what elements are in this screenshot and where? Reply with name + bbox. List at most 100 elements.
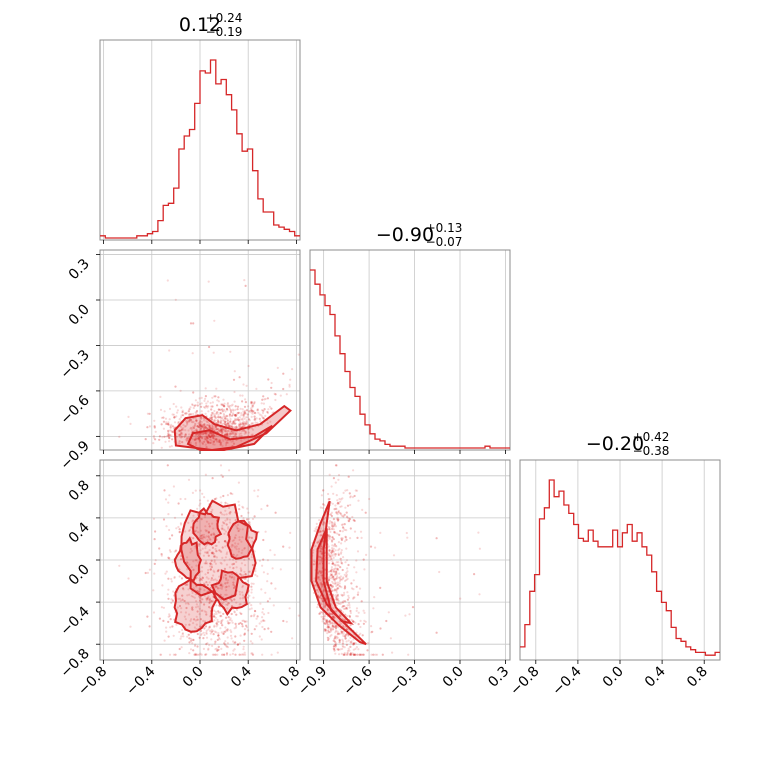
panel-1-2-point-690 <box>170 429 173 432</box>
panel-1-3-point-1890 <box>207 628 210 631</box>
panel-1-3-point-1420 <box>239 572 242 576</box>
panel-1-3-point-330 <box>199 529 203 532</box>
panel-2-3-point-1984 <box>331 502 334 505</box>
panel-1-2-point-2180 <box>211 434 214 438</box>
panel-1-3-point-918 <box>235 566 238 569</box>
panel-1-3-point-2240 <box>203 627 206 630</box>
panel-1-2-point-2426 <box>200 416 203 419</box>
panel-1-2-point-452 <box>210 428 213 431</box>
panel-1-3-point-1334 <box>208 626 211 629</box>
panel-1-3-point-2298 <box>153 562 156 566</box>
panel-1-3-point-600 <box>285 620 288 623</box>
panel-1-2-point-92 <box>190 427 193 430</box>
panel-1-2-point-1490 <box>226 432 229 435</box>
panel-1-2-point-2036 <box>220 428 223 431</box>
panel-1-3-point-1068 <box>153 538 156 541</box>
panel-1-3-point-1962 <box>171 561 174 564</box>
panel-2-3-point-1808 <box>321 611 324 614</box>
panel-1-2-point-1194 <box>282 372 285 375</box>
panel-1-2-point-56 <box>242 415 245 418</box>
panel-1-3-point-576 <box>184 623 187 626</box>
panel-1-2-point-232 <box>220 428 223 431</box>
panel-1-2-point-1280 <box>195 409 199 413</box>
panel-1-2-point-1856 <box>184 438 187 441</box>
panel-1-3-point-1844 <box>199 502 202 505</box>
panel-1-2-point-1732 <box>240 412 243 415</box>
panel-1-2-point-1852 <box>172 413 175 416</box>
panel-1-2-point-182 <box>210 427 213 430</box>
panel-1-3-point-288 <box>164 572 167 575</box>
panel-1-3-point-40 <box>219 561 222 564</box>
panel-1-2-point-594 <box>247 431 250 434</box>
panel-1-2-point-1766 <box>179 416 183 419</box>
panel-1-2-point-2346 <box>267 378 270 381</box>
panel-1-3-point-252 <box>192 568 195 571</box>
panel-2-3-point-2178 <box>349 652 352 655</box>
panel-1-3-point-1356 <box>248 570 251 573</box>
panel-2-3-point-2300 <box>332 578 335 581</box>
panel-1-3-point-398 <box>216 618 219 621</box>
panel-1-3-point-778 <box>211 508 214 511</box>
panel-2-3-point-834 <box>336 575 339 578</box>
panel-1-3-point-256 <box>267 611 270 615</box>
panel-1-2-point-1364 <box>167 434 170 437</box>
panel-1-2-point-1090 <box>224 417 227 420</box>
title-param-3-minus: −0.38 <box>633 444 670 458</box>
panel-2-3-point-2486 <box>331 589 334 592</box>
panel-1-2-point-1676 <box>201 425 204 428</box>
panel-1-3-point-24 <box>230 543 234 547</box>
panel-1-3-point-446 <box>195 603 198 606</box>
panel-1-2-point-1432 <box>235 418 238 421</box>
panel-1-3-point-1134 <box>225 652 229 655</box>
panel-1-3-point-16 <box>250 556 253 559</box>
panel-1-3-point-1954 <box>202 631 205 634</box>
panel-1-2-point-524 <box>238 432 241 435</box>
panel-1-2-point-2336 <box>270 386 273 389</box>
panel-1-3-point-1086 <box>211 546 214 549</box>
panel-1-3-point-378 <box>204 525 207 528</box>
panel-1-2-point-2510 <box>196 425 199 428</box>
panel-1-3-point-800 <box>250 604 253 607</box>
panel-1-3-point-1146 <box>248 536 251 539</box>
panel-1-2-point-1874 <box>197 422 200 425</box>
panel-1-2-point-76 <box>226 422 229 425</box>
panel-1-3-point-188 <box>192 622 195 625</box>
panel-1-3-point-842 <box>207 530 210 534</box>
panel-1-2-point-2374 <box>212 434 215 437</box>
panel-1-2-point-2548 <box>234 405 237 408</box>
panel-1-2-point-2570 <box>193 426 196 429</box>
panel-1-2-point-666 <box>219 430 222 433</box>
panel-1-3-point-318 <box>238 642 241 645</box>
panel-1-2-point-450 <box>178 435 182 438</box>
panel-1-3-point-2000 <box>231 621 234 624</box>
panel-1-2-point-2512 <box>171 425 174 428</box>
panel-1-3-point-244 <box>206 596 209 599</box>
panel-1-2-point-2428 <box>193 438 196 441</box>
panel-1-3-point-792 <box>204 515 207 519</box>
panel-1-3-point-928 <box>169 626 172 629</box>
panel-2-3-point-686 <box>316 606 319 609</box>
panel-1-3-point-258 <box>199 596 202 600</box>
panel-1-3-point-1730 <box>196 507 199 510</box>
panel-1-2-point-1134 <box>225 408 229 411</box>
panel-1-3-point-768 <box>206 529 209 532</box>
panel-1-3-point-590 <box>242 653 245 656</box>
panel-1-2-point-2158 <box>148 412 151 415</box>
panel-1-2-point-1968 <box>215 410 219 414</box>
panel-2-3-point-440 <box>342 642 345 645</box>
panel-1-2-point-1552 <box>262 417 265 420</box>
panel-1-3-point-1522 <box>221 546 224 549</box>
panel-1-2-point-1410 <box>219 415 222 419</box>
panel-1-3-point-574 <box>167 501 170 504</box>
panel-1-2-point-2574 <box>270 407 273 410</box>
panel-1-2-point-1374 <box>237 418 240 421</box>
panel-2-3-point-264 <box>319 506 322 509</box>
panel-1-3-point-1398 <box>168 537 171 540</box>
panel-1-3-point-1302 <box>267 627 270 630</box>
panel-1-3-point-10 <box>204 653 207 656</box>
panel-1-3-point-1618 <box>213 613 216 616</box>
panel-2-3-point-1556 <box>341 530 344 533</box>
panel-2-3-point-2162 <box>369 545 373 548</box>
panel-1-2-point-1728 <box>211 416 214 419</box>
panel-1-3-point-592 <box>200 632 203 636</box>
